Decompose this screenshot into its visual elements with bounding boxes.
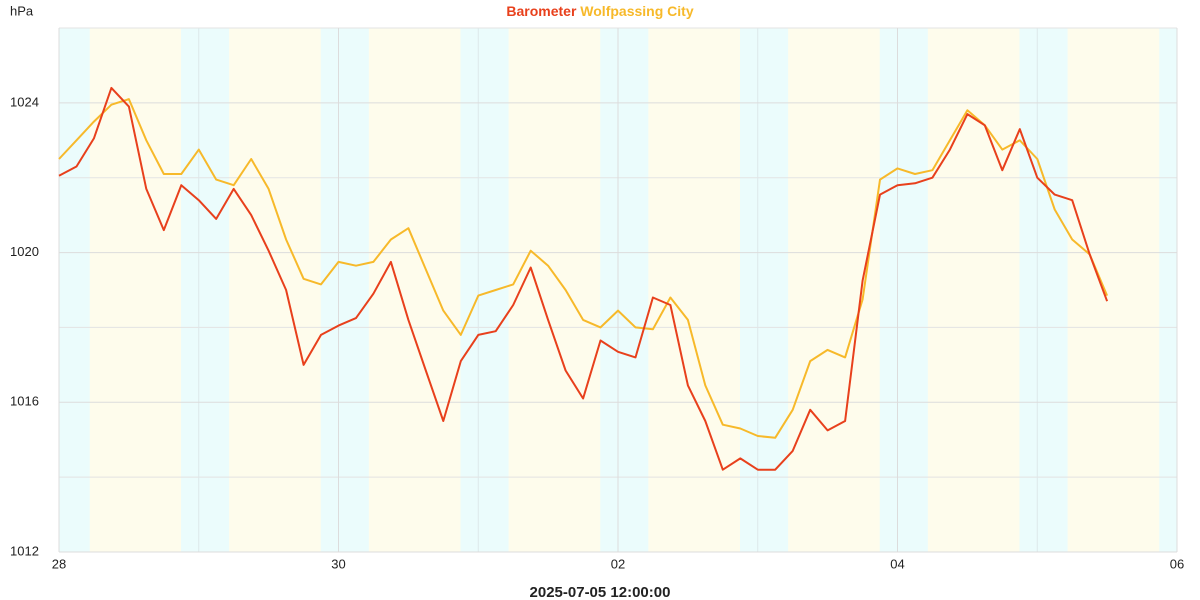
night-band <box>1019 28 1068 552</box>
y-tick-label: 1020 <box>10 244 39 259</box>
x-tick-label: 04 <box>890 556 904 571</box>
y-tick-label: 1012 <box>10 543 39 558</box>
series-line <box>58 98 1109 439</box>
footer-time: 2025-07-05 12:00:00 <box>530 584 671 600</box>
legend-entry: Barometer <box>506 3 577 19</box>
night-band <box>320 28 369 552</box>
y-tick-label: 1016 <box>10 394 39 409</box>
x-tick-label: 30 <box>331 556 345 571</box>
night-band <box>740 28 789 552</box>
night-band <box>181 28 230 552</box>
y-unit: hPa <box>10 3 34 18</box>
legend-entry: Wolfpassing City <box>580 3 694 19</box>
y-tick-label: 1024 <box>10 94 39 109</box>
night-band <box>600 28 649 552</box>
night-band <box>879 28 928 552</box>
chart-title: Barometer Wolfpassing City <box>506 3 693 19</box>
series-line <box>58 86 1109 471</box>
night-band <box>460 28 509 552</box>
x-tick-label: 06 <box>1170 556 1184 571</box>
night-band <box>59 28 90 552</box>
x-tick-label: 02 <box>611 556 625 571</box>
x-tick-label: 28 <box>52 556 66 571</box>
night-band <box>1159 28 1177 552</box>
